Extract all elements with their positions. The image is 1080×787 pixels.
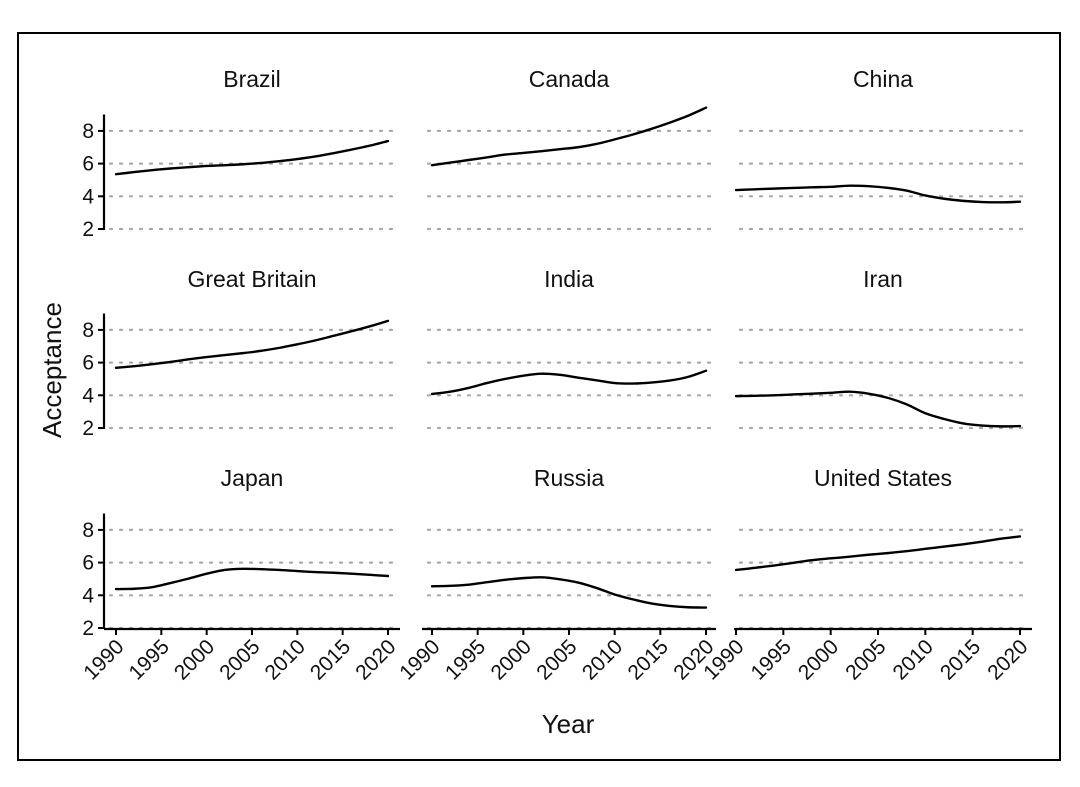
x-tick-label: 2000 — [794, 635, 843, 684]
series-line-canada — [430, 106, 708, 167]
panel-title: Great Britain — [187, 266, 316, 292]
figure-frame — [17, 32, 1061, 761]
panel-title: United States — [814, 465, 952, 491]
y-tick-label: 4 — [82, 384, 94, 407]
series-line-china — [734, 184, 1022, 204]
x-tick-label: 2010 — [578, 635, 627, 684]
panel-title: Iran — [863, 266, 903, 292]
panel-china: China — [734, 66, 1032, 231]
x-tick-label: 1990 — [395, 635, 444, 684]
y-tick-label: 6 — [82, 552, 94, 575]
panel-united-states: United States — [734, 465, 1032, 635]
x-tick-label: 1990 — [79, 635, 128, 684]
x-axis-title: Year — [542, 709, 595, 739]
panel-russia: Russia — [422, 465, 716, 635]
series-line-great-britain — [114, 319, 390, 370]
x-tick-label: 2020 — [983, 635, 1032, 684]
y-tick-label: 2 — [82, 417, 94, 440]
panel-title: Japan — [221, 465, 284, 491]
y-tick-label: 8 — [82, 519, 94, 542]
x-tick-label: 2010 — [261, 635, 310, 684]
x-tick-label: 1995 — [747, 635, 796, 684]
x-tick-label: 2015 — [936, 635, 985, 684]
series-line-russia — [430, 576, 708, 609]
y-tick-label: 2 — [82, 617, 94, 640]
series-line-united-states — [734, 535, 1022, 572]
series-line-brazil — [114, 139, 390, 176]
x-tick-label: 2020 — [351, 635, 400, 684]
x-tick-label: 1995 — [125, 635, 174, 684]
y-tick-label: 4 — [82, 584, 94, 607]
panel-title: Brazil — [223, 66, 281, 92]
y-tick-label: 8 — [82, 319, 94, 342]
y-axis-title: Acceptance — [37, 302, 67, 438]
x-tick-label: 1995 — [441, 635, 490, 684]
x-tick-label: 2015 — [306, 635, 355, 684]
x-tick-label: 2000 — [170, 635, 219, 684]
y-tick-label: 6 — [82, 352, 94, 375]
x-tick-label: 2005 — [841, 635, 890, 684]
y-tick-label: 6 — [82, 153, 94, 176]
x-tick-label: 2005 — [215, 635, 264, 684]
x-tick-label: 2000 — [487, 635, 536, 684]
panel-brazil: Brazil 2 4 6 8 — [82, 66, 400, 241]
series-line-japan — [114, 567, 390, 591]
series-line-india — [430, 369, 708, 396]
x-tick-label: 2015 — [624, 635, 673, 684]
panel-title: Russia — [534, 465, 605, 491]
y-tick-label: 4 — [82, 185, 94, 208]
panel-india: India — [426, 266, 716, 430]
panel-iran: Iran — [734, 266, 1032, 430]
panel-title: China — [853, 66, 913, 92]
panel-title: Canada — [529, 66, 610, 92]
x-tick-label: 2010 — [889, 635, 938, 684]
series-line-iran — [734, 390, 1022, 428]
y-tick-label: 8 — [82, 120, 94, 143]
panel-canada: Canada — [426, 66, 716, 231]
panel-japan: Japan 2 4 6 8 — [82, 465, 400, 640]
x-tick-labels: 1990199520002005201020152020199019952000… — [79, 635, 1032, 684]
y-tick-label: 2 — [82, 218, 94, 241]
x-tick-label: 2005 — [532, 635, 581, 684]
chart-panels: Brazil 2 4 6 8 Canada China Great Britain 2 4 6 8 In… — [82, 66, 1032, 640]
panel-great-britain: Great Britain 2 4 6 8 — [82, 266, 400, 440]
panel-title: India — [544, 266, 594, 292]
